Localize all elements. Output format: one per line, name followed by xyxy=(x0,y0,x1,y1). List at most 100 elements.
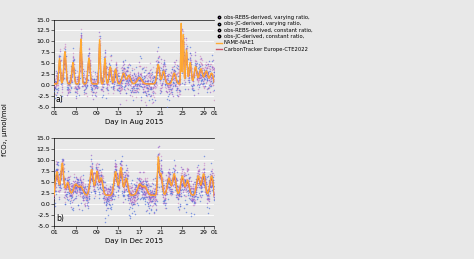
Point xyxy=(140,178,147,183)
Point xyxy=(168,72,176,76)
Point xyxy=(63,75,71,79)
Point xyxy=(56,177,64,181)
Point xyxy=(75,207,82,211)
Point xyxy=(157,83,165,87)
Point xyxy=(167,180,174,184)
Point xyxy=(176,191,183,196)
Point xyxy=(135,77,142,81)
Point xyxy=(112,175,120,179)
Point xyxy=(81,188,88,192)
Point xyxy=(59,185,67,189)
Point xyxy=(75,73,82,77)
Point xyxy=(155,68,163,72)
Point xyxy=(127,74,134,78)
Point xyxy=(210,195,218,199)
Point xyxy=(159,73,167,77)
Point xyxy=(82,192,89,196)
Point xyxy=(53,79,60,83)
Point xyxy=(73,177,81,181)
Point xyxy=(171,69,179,73)
Point xyxy=(110,71,118,75)
Point xyxy=(150,195,158,199)
Point xyxy=(137,74,145,78)
Point xyxy=(89,166,96,170)
Point xyxy=(73,181,80,185)
Point xyxy=(87,167,95,171)
Point xyxy=(164,97,171,101)
Point xyxy=(83,189,91,193)
Point xyxy=(109,194,116,198)
Point xyxy=(95,162,102,166)
Point xyxy=(75,189,82,193)
Point xyxy=(61,52,69,56)
Point xyxy=(117,84,124,89)
Point xyxy=(171,75,179,80)
Point xyxy=(176,193,183,197)
Point xyxy=(171,176,179,181)
Point xyxy=(87,83,94,87)
Point xyxy=(145,189,152,193)
Point xyxy=(111,157,119,162)
Point xyxy=(64,184,72,188)
Point xyxy=(140,191,147,196)
Point xyxy=(81,186,89,190)
Point xyxy=(192,179,200,183)
Point xyxy=(150,85,158,89)
Point xyxy=(109,192,117,197)
Point xyxy=(173,71,181,75)
Point xyxy=(102,195,109,199)
Point xyxy=(154,170,161,174)
Point xyxy=(196,179,204,183)
Point xyxy=(91,83,98,87)
Point xyxy=(57,75,64,79)
Point xyxy=(167,182,174,186)
Point xyxy=(137,177,145,181)
Point xyxy=(202,73,210,77)
Point xyxy=(127,82,134,87)
Point xyxy=(135,78,142,82)
Point xyxy=(62,50,69,54)
Point xyxy=(188,86,196,90)
Point xyxy=(92,167,100,171)
Point xyxy=(194,75,201,79)
Point xyxy=(55,64,63,68)
Point xyxy=(111,68,119,72)
Point xyxy=(86,61,94,65)
Point xyxy=(61,177,68,181)
Point xyxy=(165,167,173,171)
Point xyxy=(155,56,162,60)
Point xyxy=(121,180,129,184)
Point xyxy=(100,189,107,193)
Point xyxy=(67,191,74,196)
Point xyxy=(119,178,127,182)
Point xyxy=(144,192,152,196)
Point xyxy=(197,190,205,194)
Point xyxy=(182,38,190,42)
Point xyxy=(146,82,153,87)
Point xyxy=(208,183,215,187)
Point xyxy=(58,182,65,186)
Point xyxy=(109,91,117,95)
Point xyxy=(93,86,101,90)
Point xyxy=(128,86,136,90)
Point xyxy=(97,75,104,79)
Point xyxy=(166,85,174,89)
Point xyxy=(94,175,102,179)
Point xyxy=(195,71,202,75)
Point xyxy=(192,64,200,68)
Point xyxy=(100,190,108,194)
Point xyxy=(72,186,79,191)
Point xyxy=(120,78,128,82)
Point xyxy=(162,82,169,86)
Point xyxy=(104,190,111,194)
Point xyxy=(138,179,146,184)
Point xyxy=(182,194,190,198)
Point xyxy=(184,193,191,197)
Point xyxy=(71,182,79,186)
Point xyxy=(131,87,138,91)
Point xyxy=(88,89,95,93)
Point xyxy=(206,187,213,191)
Point xyxy=(109,190,117,195)
Point xyxy=(113,166,120,170)
Point xyxy=(183,57,191,61)
